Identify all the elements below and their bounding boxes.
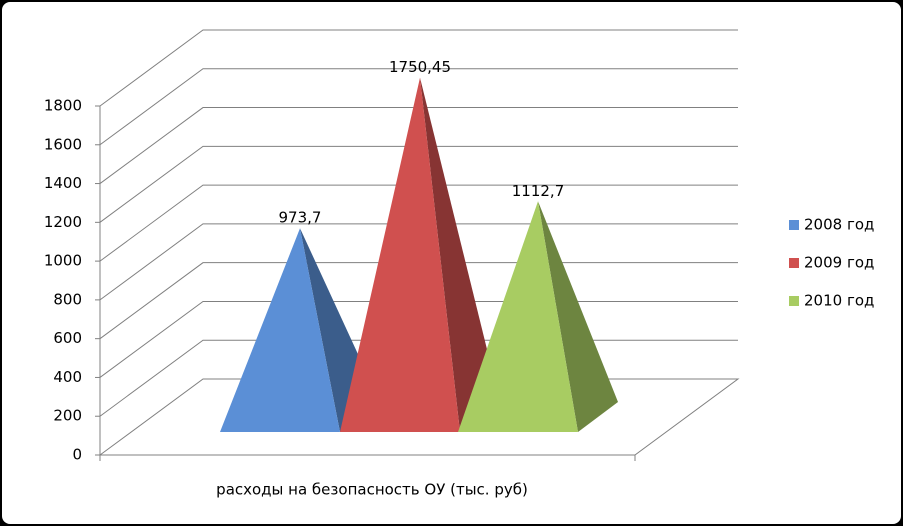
y-tick-label: 1200 (44, 213, 82, 231)
y-tick-label: 600 (53, 329, 82, 347)
pyramid-side (420, 77, 500, 433)
y-tick-label: 1000 (44, 252, 82, 270)
grid-line (99, 184, 738, 262)
pyramid-side (538, 201, 618, 432)
y-tick-label: 0 (72, 446, 82, 464)
y-tick-label: 1800 (44, 97, 82, 115)
legend-label: 2010 год (804, 292, 874, 310)
legend-label: 2009 год (804, 254, 874, 272)
y-tick-label: 400 (53, 368, 82, 386)
pyramid (340, 77, 500, 433)
x-tick-label: расходы на безопасность ОУ (тыс. руб) (216, 481, 528, 499)
legend-swatch (789, 220, 799, 230)
pyramid-front (220, 228, 340, 432)
grid-line (99, 68, 738, 146)
grid-line (99, 145, 738, 223)
y-tick-label: 200 (53, 407, 82, 425)
pyramid (458, 201, 618, 432)
grid-line (99, 29, 738, 107)
grid-line (99, 223, 738, 301)
pyramid-front (458, 201, 578, 432)
grid-line (99, 107, 738, 184)
y-tick-label: 800 (53, 290, 82, 308)
data-label: 973,7 (279, 209, 322, 227)
y-tick-label: 1400 (44, 174, 82, 192)
legend-label: 2008 год (804, 216, 874, 234)
legend-swatch (789, 296, 799, 306)
y-tick-label: 1600 (44, 135, 82, 153)
data-label: 1750,45 (389, 58, 451, 76)
data-label: 1112,7 (512, 182, 565, 200)
legend-swatch (789, 258, 799, 268)
pyramid-front (340, 77, 460, 433)
